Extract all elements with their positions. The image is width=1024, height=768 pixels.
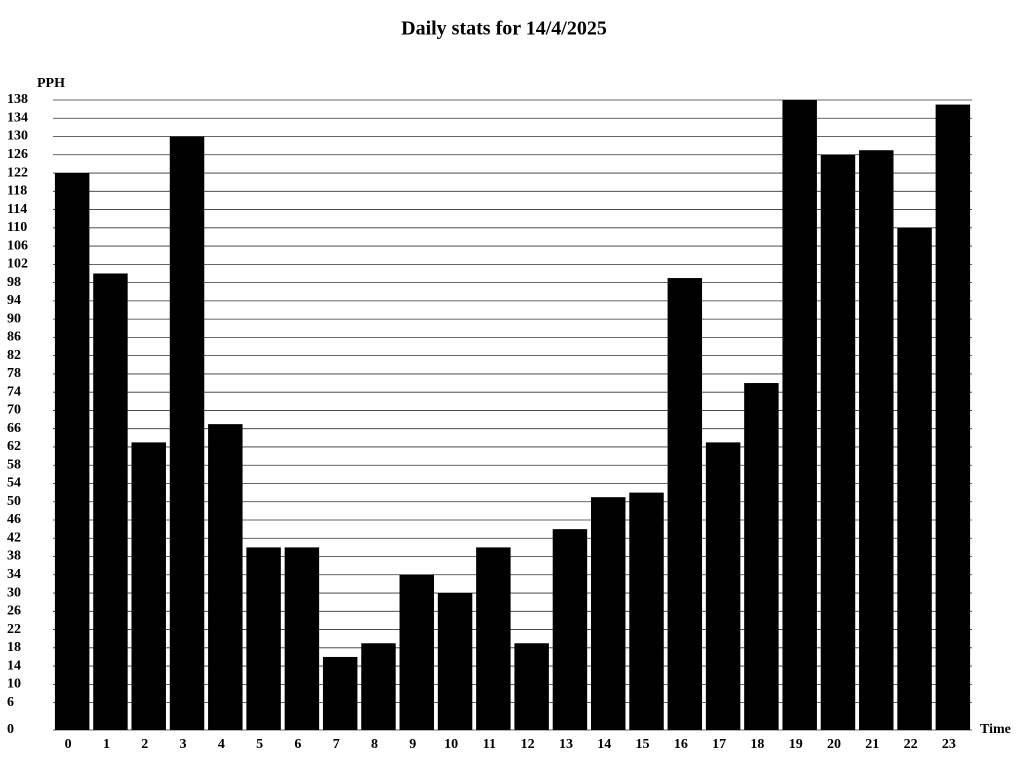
x-tick-label: 12 (521, 737, 535, 752)
y-tick-label: 26 (7, 604, 21, 619)
y-tick-label: 46 (7, 512, 21, 527)
y-tick-label: 66 (7, 421, 21, 436)
y-tick-label: 58 (7, 457, 21, 472)
y-tick-label: 130 (7, 129, 28, 144)
y-tick-label: 102 (7, 257, 28, 272)
y-tick-label: 86 (7, 330, 21, 345)
bar (782, 100, 817, 730)
x-tick-label: 7 (333, 737, 340, 752)
bar (514, 643, 549, 730)
y-tick-label: 14 (7, 658, 21, 673)
chart-title: Daily stats for 14/4/2025 (401, 18, 607, 40)
bar (169, 136, 205, 731)
bar (552, 529, 588, 730)
y-tick-label: 38 (7, 549, 21, 564)
y-tick-label: 126 (7, 147, 28, 162)
x-tick-label: 2 (141, 737, 148, 752)
bar (246, 547, 281, 730)
x-tick-label: 16 (674, 737, 688, 752)
y-tick-label: 0 (7, 722, 14, 737)
y-tick-label: 70 (7, 403, 21, 418)
y-tick-label: 90 (7, 311, 21, 326)
x-tick-label: 6 (294, 737, 301, 752)
x-tick-label: 21 (865, 737, 879, 752)
bar (590, 497, 626, 730)
y-tick-label: 110 (7, 220, 27, 235)
y-tick-label: 98 (7, 275, 21, 290)
x-tick-label: 5 (256, 737, 263, 752)
x-tick-label: 4 (218, 737, 225, 752)
y-tick-label: 6 (7, 695, 14, 710)
bar (820, 154, 856, 731)
x-tick-label: 11 (483, 737, 496, 752)
x-axis-label: Time (980, 722, 1011, 737)
x-tick-label: 0 (65, 737, 72, 752)
y-tick-label: 50 (7, 494, 21, 509)
y-tick-label: 134 (7, 110, 28, 125)
x-tick-label: 9 (409, 737, 416, 752)
y-tick-label: 78 (7, 366, 21, 381)
y-tick-label: 42 (7, 530, 21, 545)
bar (54, 173, 90, 731)
x-tick-label: 14 (597, 737, 611, 752)
bar (897, 227, 932, 730)
bar (131, 442, 166, 730)
bar (744, 383, 779, 730)
x-tick-label: 1 (103, 737, 110, 752)
x-tick-label: 22 (904, 737, 918, 752)
x-tick-label: 8 (371, 737, 378, 752)
x-tick-label: 23 (942, 737, 956, 752)
y-tick-label: 118 (7, 184, 27, 199)
x-tick-label: 3 (180, 737, 187, 752)
y-tick-label: 34 (7, 567, 21, 582)
y-tick-label: 30 (7, 585, 21, 600)
y-tick-label: 138 (7, 92, 28, 107)
bar (705, 442, 741, 730)
bar (284, 547, 320, 730)
y-tick-label: 74 (7, 384, 21, 399)
y-tick-label: 62 (7, 439, 21, 454)
bar (437, 593, 473, 730)
x-tick-label: 18 (750, 737, 764, 752)
bar (208, 424, 243, 730)
y-axis-label: PPH (37, 76, 65, 91)
x-tick-label: 15 (636, 737, 650, 752)
y-tick-label: 94 (7, 293, 21, 308)
y-tick-label: 54 (7, 476, 21, 491)
x-tick-label: 19 (789, 737, 803, 752)
bar (629, 492, 664, 730)
bar (935, 104, 971, 731)
bar (667, 278, 703, 730)
y-tick-label: 22 (7, 622, 21, 637)
x-tick-label: 13 (559, 737, 573, 752)
y-tick-label: 114 (7, 202, 27, 217)
bar (399, 574, 435, 730)
bar (476, 547, 511, 730)
x-tick-label: 20 (827, 737, 841, 752)
y-tick-label: 106 (7, 238, 28, 253)
bar (93, 273, 128, 730)
bar (859, 150, 894, 730)
y-tick-label: 18 (7, 640, 21, 655)
y-tick-label: 122 (7, 165, 28, 180)
x-tick-label: 17 (712, 737, 726, 752)
x-tick-label: 10 (444, 737, 458, 752)
y-tick-label: 10 (7, 677, 21, 692)
y-tick-label: 82 (7, 348, 21, 363)
bar (361, 643, 396, 730)
bar (322, 656, 358, 730)
